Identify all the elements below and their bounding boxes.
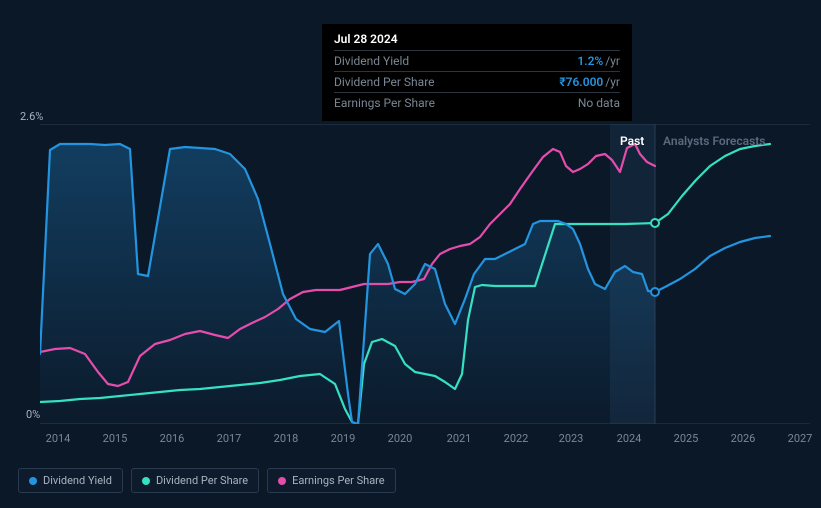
tooltip-value: 1.2%/yr [577, 54, 620, 68]
tooltip-date: Jul 28 2024 [334, 32, 620, 46]
x-tick: 2023 [559, 432, 584, 445]
tooltip-value: No data [578, 96, 620, 110]
past-label: Past [620, 134, 644, 148]
legend-item-earnings-per-share[interactable]: Earnings Per Share [267, 468, 396, 493]
legend-label: Dividend Yield [43, 474, 112, 487]
legend-label: Earnings Per Share [292, 474, 385, 487]
legend: Dividend Yield Dividend Per Share Earnin… [18, 468, 396, 493]
x-tick: 2020 [388, 432, 413, 445]
forecast-label: Analysts Forecasts [663, 134, 765, 148]
tooltip-row: Dividend Per Share ₹76.000/yr [334, 71, 620, 92]
tooltip-label: Dividend Yield [334, 54, 409, 68]
tooltip-row: Earnings Per Share No data [334, 92, 620, 113]
y-axis-max-label: 2.6% [20, 110, 43, 123]
x-tick: 2026 [731, 432, 756, 445]
legend-item-dividend-yield[interactable]: Dividend Yield [18, 468, 123, 493]
x-tick: 2019 [331, 432, 356, 445]
tooltip-value: ₹76.000/yr [559, 75, 620, 89]
x-tick: 2021 [447, 432, 472, 445]
x-tick: 2024 [617, 432, 642, 445]
x-tick: 2027 [788, 432, 813, 445]
legend-item-dividend-per-share[interactable]: Dividend Per Share [131, 468, 259, 493]
x-tick: 2025 [674, 432, 699, 445]
x-tick: 2018 [274, 432, 299, 445]
legend-dot-icon [142, 477, 150, 485]
chart-area[interactable]: Past Analysts Forecasts [40, 124, 810, 424]
tooltip-label: Dividend Per Share [334, 75, 435, 89]
legend-dot-icon [278, 477, 286, 485]
x-tick: 2016 [160, 432, 185, 445]
tooltip-row: Dividend Yield 1.2%/yr [334, 50, 620, 71]
x-tick: 2014 [46, 432, 71, 445]
legend-dot-icon [29, 477, 37, 485]
x-tick: 2015 [103, 432, 128, 445]
legend-label: Dividend Per Share [156, 474, 248, 487]
y-axis-min-label: 0% [26, 408, 40, 421]
tooltip-label: Earnings Per Share [334, 96, 435, 110]
x-tick: 2017 [217, 432, 242, 445]
chart-svg [40, 124, 810, 424]
chart-tooltip: Jul 28 2024 Dividend Yield 1.2%/yr Divid… [322, 24, 632, 121]
x-tick: 2022 [504, 432, 529, 445]
